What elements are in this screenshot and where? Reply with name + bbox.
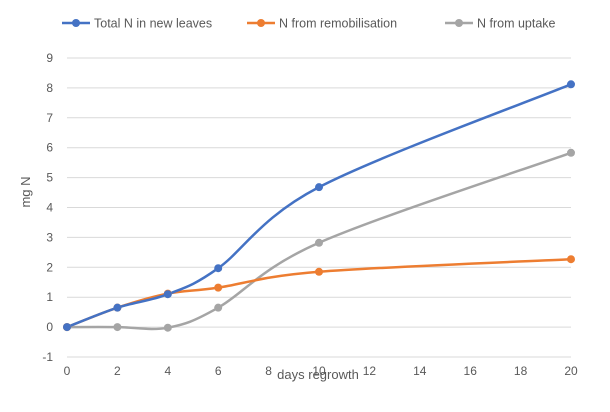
y-tick-label: 1 bbox=[46, 290, 53, 304]
y-tick-label: 8 bbox=[46, 81, 53, 95]
y-tick-label: 5 bbox=[46, 171, 53, 185]
y-tick-label: 7 bbox=[46, 111, 53, 125]
series-1-point-3 bbox=[214, 283, 223, 292]
gridlines bbox=[67, 57, 571, 358]
series-lines bbox=[65, 83, 573, 331]
x-tick-label: 0 bbox=[64, 364, 71, 378]
series-markers bbox=[63, 80, 575, 332]
x-tick-label: 6 bbox=[215, 364, 222, 378]
x-tick-label: 10 bbox=[312, 364, 326, 378]
y-tick-label: 3 bbox=[46, 230, 53, 244]
series-0-point-0 bbox=[63, 323, 71, 332]
legend-item-1: N from remobilisation bbox=[247, 17, 397, 31]
y-tick-label: 0 bbox=[46, 320, 53, 334]
y-tick-label: 9 bbox=[46, 51, 53, 65]
x-tick-label: 14 bbox=[413, 364, 427, 378]
series-2-point-5 bbox=[567, 148, 575, 157]
series-line-0 bbox=[65, 83, 573, 329]
x-axis-title: days regrowth bbox=[277, 367, 359, 382]
series-1-point-5 bbox=[567, 255, 575, 264]
series-0-point-3 bbox=[214, 264, 223, 273]
y-tick-label: -1 bbox=[42, 350, 53, 364]
x-tick-label: 8 bbox=[265, 364, 272, 378]
series-0-point-2 bbox=[163, 290, 172, 299]
x-tick-label: 18 bbox=[514, 364, 528, 378]
x-tick-label: 20 bbox=[564, 364, 578, 378]
x-tick-label: 4 bbox=[164, 364, 171, 378]
legend-marker-2 bbox=[455, 19, 463, 27]
series-2-point-4 bbox=[315, 238, 323, 247]
legend-marker-1 bbox=[257, 19, 265, 27]
x-tick-label: 16 bbox=[464, 364, 478, 378]
legend-item-0: Total N in new leaves bbox=[62, 17, 212, 31]
series-2-point-3 bbox=[214, 303, 223, 312]
series-0-point-4 bbox=[315, 183, 323, 192]
series-2-point-1 bbox=[113, 323, 122, 332]
x-tick-label: 12 bbox=[363, 364, 377, 378]
legend-label-1: N from remobilisation bbox=[279, 17, 397, 31]
y-axis-title: mg N bbox=[18, 176, 33, 207]
x-axis-ticks: 0 2 4 6 8 10 12 14 16 18 20 bbox=[64, 364, 578, 378]
legend: Total N in new leaves N from remobilisati… bbox=[62, 17, 556, 31]
series-0-point-1 bbox=[113, 303, 122, 312]
series-1-point-4 bbox=[315, 267, 323, 276]
legend-label-2: N from uptake bbox=[477, 17, 556, 31]
y-axis-ticks: -1 0 1 2 3 4 5 6 7 8 9 bbox=[42, 51, 53, 364]
y-tick-label: 4 bbox=[46, 201, 53, 215]
x-tick-label: 2 bbox=[114, 364, 121, 378]
legend-item-2: N from uptake bbox=[445, 17, 556, 31]
legend-label-0: Total N in new leaves bbox=[94, 17, 212, 31]
series-0-point-5 bbox=[567, 80, 575, 89]
series-2-point-2 bbox=[163, 323, 172, 332]
legend-marker-0 bbox=[72, 19, 80, 27]
y-tick-label: 6 bbox=[46, 141, 53, 155]
y-tick-label: 2 bbox=[46, 260, 53, 274]
